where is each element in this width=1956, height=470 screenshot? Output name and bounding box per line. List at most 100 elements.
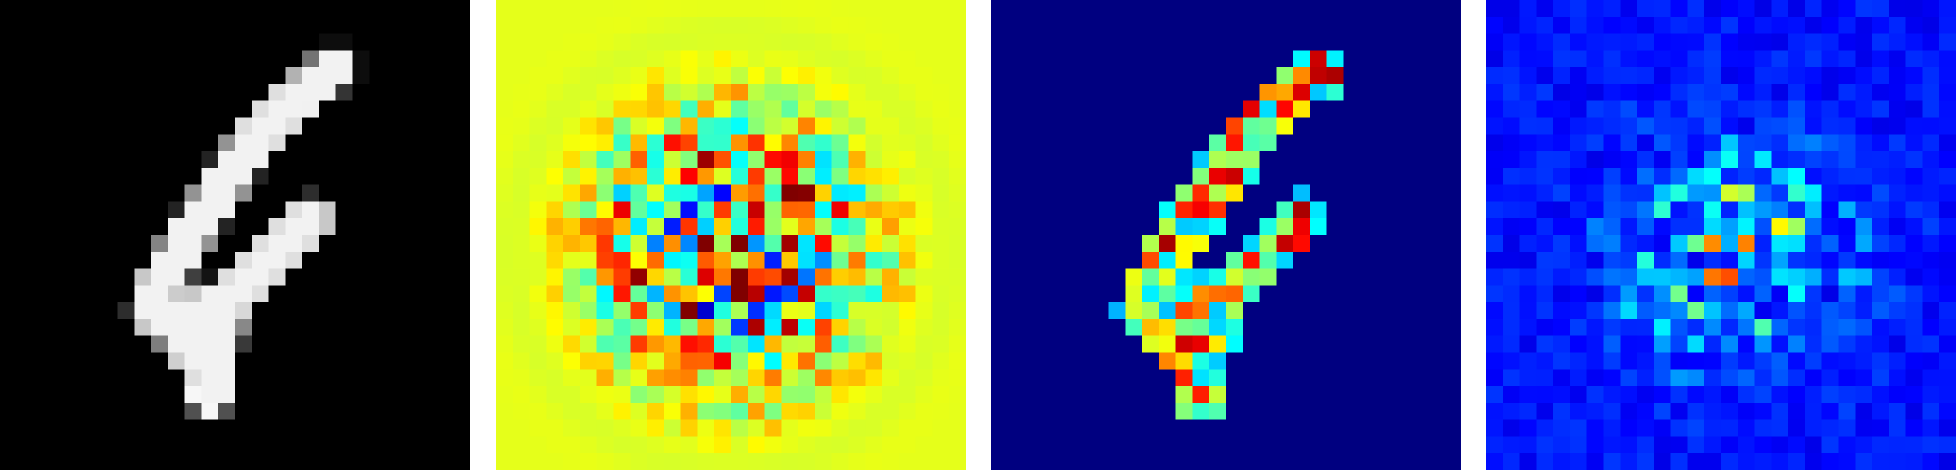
pixel-cell [1603, 302, 1621, 320]
pixel-cell [529, 453, 547, 470]
pixel-cell [50, 117, 68, 135]
pixel-cell [1226, 184, 1244, 202]
pixel-cell [184, 167, 202, 185]
pixel-cell [1343, 151, 1361, 169]
pixel-cell [16, 402, 34, 420]
pixel-cell [731, 100, 749, 118]
pixel-cell [1058, 453, 1076, 470]
pixel-cell [949, 386, 966, 404]
pixel-cell [848, 16, 866, 34]
pixel-cell [1343, 83, 1361, 102]
pixel-cell [798, 83, 816, 102]
pixel-cell [1058, 335, 1076, 353]
pixel-cell [1444, 386, 1461, 404]
pixel-cell [714, 302, 732, 320]
pixel-cell [647, 318, 665, 337]
pixel-cell [1091, 33, 1109, 51]
pixel-cell [1519, 134, 1537, 152]
pixel-cell [848, 436, 866, 454]
pixel-cell [1125, 318, 1143, 337]
pixel-cell [1410, 201, 1428, 219]
pixel-cell [663, 201, 681, 219]
pixel-cell [596, 302, 614, 320]
pixel-cell [1393, 285, 1411, 303]
pixel-cell [1771, 386, 1789, 404]
pixel-cell [453, 100, 470, 118]
pixel-cell [83, 268, 102, 286]
pixel-cell [512, 436, 530, 454]
pixel-cell [1007, 16, 1025, 34]
pixel-cell [1309, 218, 1328, 236]
pixel-cell [352, 251, 370, 269]
pixel-cell [1377, 335, 1395, 353]
pixel-cell [16, 235, 34, 253]
pixel-cell [1754, 369, 1772, 387]
pixel-cell [83, 184, 102, 202]
pixel-cell [1192, 285, 1210, 303]
pixel-cell [848, 33, 866, 51]
pixel-cell [369, 318, 387, 337]
pixel-cell [235, 218, 253, 236]
pixel-cell [1922, 352, 1940, 370]
pixel-cell [1737, 134, 1755, 152]
pixel-cell [285, 402, 303, 420]
pixel-cell [546, 436, 564, 454]
pixel-cell [1637, 352, 1655, 370]
pixel-cell [1939, 352, 1956, 370]
pixel-cell [1125, 134, 1143, 152]
pixel-cell [1393, 117, 1411, 135]
pixel-cell [1444, 251, 1461, 269]
pixel-cell [697, 402, 715, 420]
pixel-cell [1620, 151, 1638, 169]
pixel-cell [1637, 201, 1655, 219]
pixel-cell [1326, 83, 1344, 102]
pixel-cell [1242, 0, 1260, 18]
pixel-cell [1553, 335, 1571, 353]
pixel-cell [1704, 167, 1722, 185]
pixel-cell [201, 386, 219, 404]
pixel-cell [613, 50, 631, 68]
pixel-cell [453, 50, 470, 68]
pixel-cell [151, 117, 169, 135]
pixel-cell [747, 453, 765, 470]
pixel-cell [882, 436, 900, 454]
pixel-cell [1486, 352, 1504, 370]
pixel-cell [167, 419, 185, 437]
pixel-cell [1326, 117, 1344, 135]
pixel-cell [218, 268, 236, 286]
pixel-cell [714, 352, 732, 370]
pixel-cell [0, 251, 18, 269]
pixel-cell [831, 134, 849, 152]
pixel-cell [647, 134, 665, 152]
pixel-cell [865, 83, 883, 102]
pixel-cell [1519, 453, 1537, 470]
pixel-cell [1209, 167, 1227, 185]
pixel-cell [302, 402, 320, 420]
pixel-cell [1888, 302, 1906, 320]
pixel-cell [1410, 218, 1428, 236]
pixel-cell [991, 201, 1009, 219]
pixel-cell [898, 285, 916, 303]
pixel-cell [747, 335, 765, 353]
pixel-cell [453, 402, 470, 420]
pixel-cell [1377, 235, 1395, 253]
pixel-cell [1393, 100, 1411, 118]
pixel-cell [613, 201, 631, 219]
pixel-cell [16, 33, 34, 51]
pixel-cell [184, 33, 202, 51]
pixel-cell [1553, 16, 1571, 34]
pixel-cell [1653, 302, 1671, 320]
pixel-cell [1410, 50, 1428, 68]
pixel-cell [67, 100, 85, 118]
pixel-cell [251, 369, 269, 387]
pixel-cell [781, 386, 799, 404]
pixel-cell [1855, 167, 1873, 185]
pixel-cell [235, 16, 253, 34]
pixel-cell [546, 218, 564, 236]
pixel-cell [1788, 134, 1806, 152]
pixel-cell [16, 67, 34, 85]
pixel-cell [630, 134, 648, 152]
pixel-cell [1653, 100, 1671, 118]
pixel-cell [1125, 184, 1143, 202]
pixel-cell [318, 67, 337, 85]
